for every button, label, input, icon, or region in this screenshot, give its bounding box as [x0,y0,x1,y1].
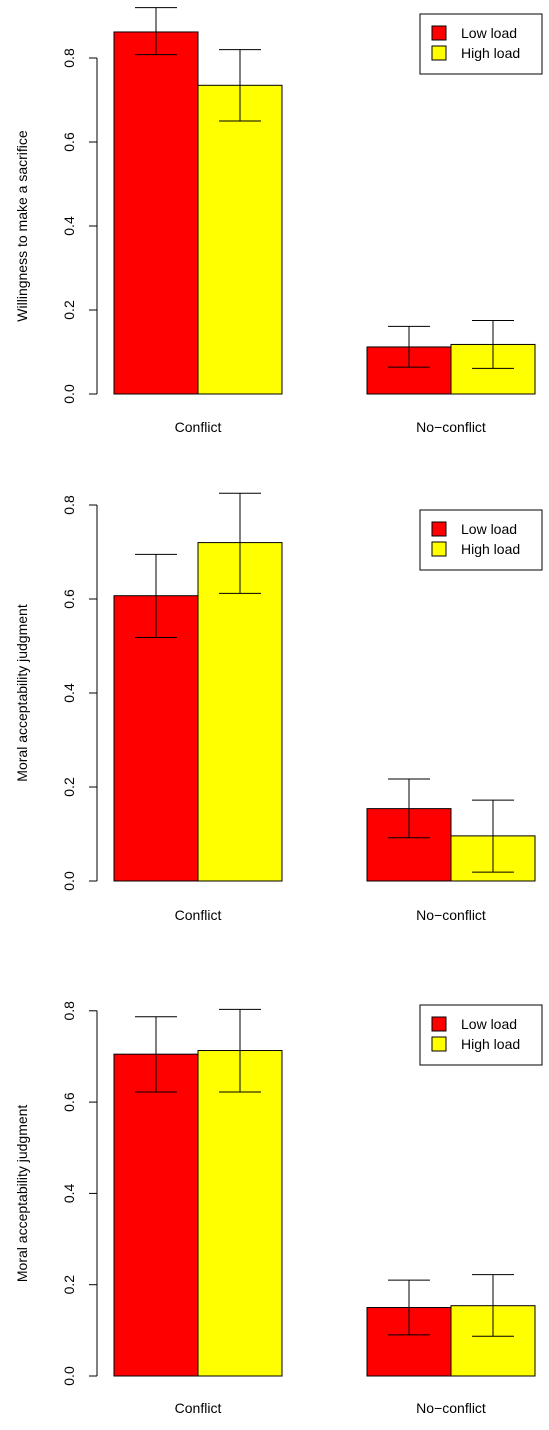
x-category-label: No−conflict [416,907,486,923]
x-category-label: No−conflict [416,1400,486,1416]
bar-conflict-high-load [197,542,283,882]
y-tick-label: 0.8 [61,1001,77,1021]
y-tick-label: 0.0 [61,384,77,404]
x-category-label: No−conflict [416,419,486,435]
bar-conflict-high-load [197,1050,283,1377]
legend-swatch [431,45,447,61]
y-tick-label: 0.8 [61,48,77,68]
y-axis-title: Willingness to make a sacrifice [14,130,30,322]
bar-conflict-low-load [113,595,199,882]
y-tick-label: 0.4 [61,1183,77,1203]
legend-box [419,13,543,75]
legend: Low load High load [419,13,543,75]
y-tick-label: 0.4 [61,683,77,703]
y-tick-label: 0.6 [61,132,77,152]
legend-swatch [431,1016,447,1032]
y-tick-label: 0.2 [61,1275,77,1295]
legend-label: High load [461,541,520,557]
legend-swatch [431,521,447,537]
legend-box [419,1004,543,1066]
legend-label: Low load [461,25,517,41]
legend-swatch [431,25,447,41]
y-tick-label: 0.4 [61,216,77,236]
y-tick-label: 0.6 [61,1092,77,1112]
y-tick-label: 0.0 [61,871,77,891]
chart-panel-1: 0.0 0.2 0.4 0.6 0.8 Willingness to make a sac… [14,7,543,435]
x-category-label: Conflict [175,907,222,923]
bar-conflict-high-load [197,84,283,395]
legend-label: Low load [461,1016,517,1032]
legend: Low load High load [419,1004,543,1066]
legend-label: High load [461,1036,520,1052]
x-category-label: Conflict [175,419,222,435]
legend-swatch [431,541,447,557]
y-axis-title: Moral acceptability judgment [14,604,30,782]
legend-label: Low load [461,521,517,537]
chart-panel-3: 0.0 0.2 0.4 0.6 0.8 Moral acceptability judgm… [14,1001,543,1416]
legend-label: High load [461,45,520,61]
legend-swatch [431,1036,447,1052]
bar-conflict-low-load [113,31,199,395]
y-tick-label: 0.0 [61,1366,77,1386]
y-axis-title: Moral acceptability judgment [14,1105,30,1283]
legend: Low load High load [419,509,543,571]
y-tick-label: 0.2 [61,777,77,797]
legend-box [419,509,543,571]
y-tick-label: 0.8 [61,495,77,515]
chart-panel-2: 0.0 0.2 0.4 0.6 0.8 Moral acceptability judgm… [14,492,543,923]
x-category-label: Conflict [175,1400,222,1416]
y-tick-label: 0.6 [61,589,77,609]
bar-conflict-low-load [113,1053,199,1377]
y-tick-label: 0.2 [61,300,77,320]
